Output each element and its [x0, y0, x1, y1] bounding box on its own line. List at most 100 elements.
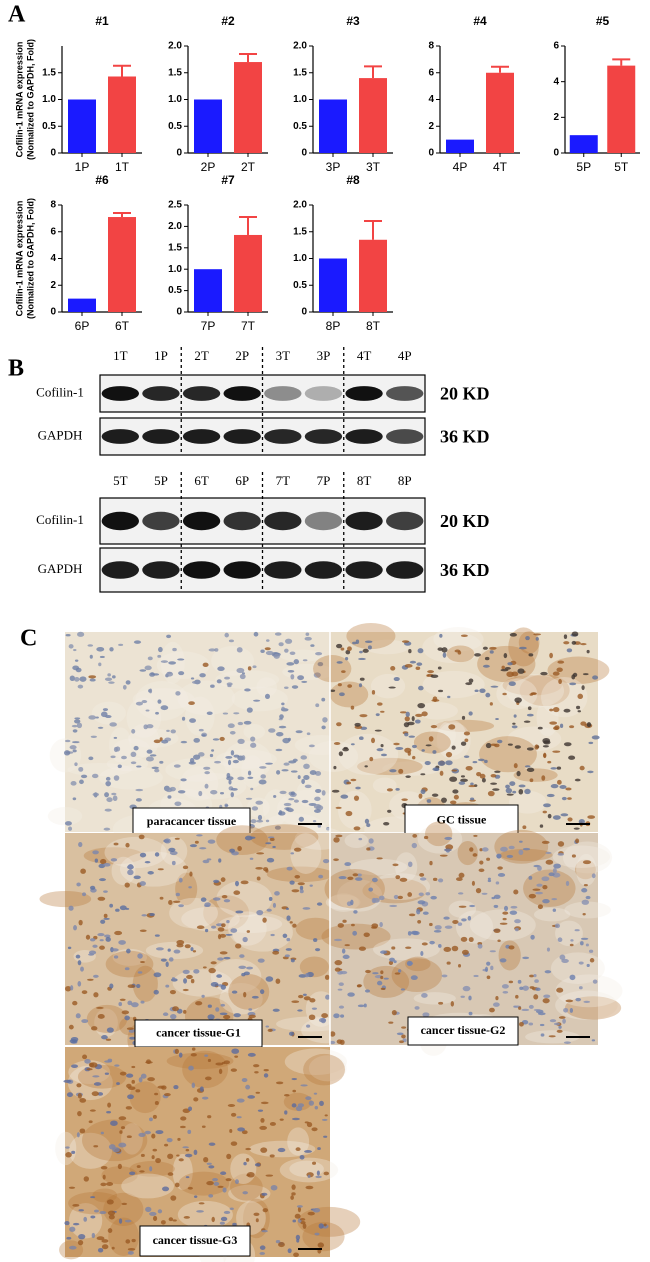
nucleus — [443, 848, 452, 852]
stain-patch — [216, 880, 273, 918]
nucleus — [333, 837, 340, 843]
lane-label: 5T — [113, 473, 128, 488]
nucleus — [478, 868, 485, 873]
nucleus — [217, 927, 225, 932]
nucleus — [109, 722, 117, 727]
stain-patch — [507, 726, 562, 752]
nucleus — [334, 967, 341, 972]
nucleus — [149, 672, 156, 677]
nucleus — [235, 880, 239, 887]
nucleus — [471, 880, 475, 886]
nucleus — [312, 1161, 317, 1165]
stain-patch — [230, 1153, 257, 1185]
nucleus — [260, 1147, 268, 1153]
nucleus — [456, 877, 463, 882]
nucleus — [505, 784, 510, 789]
y-tick-label: 0 — [50, 307, 56, 318]
stain-patch — [77, 1064, 127, 1089]
nucleus — [241, 972, 246, 977]
stain-patch — [55, 1131, 77, 1166]
nucleus — [236, 667, 245, 674]
nucleus — [359, 650, 363, 654]
nucleus — [227, 1104, 236, 1107]
caption: GC tissue — [437, 812, 487, 826]
nucleus — [152, 1148, 158, 1152]
nucleus — [135, 798, 142, 802]
nucleus — [341, 948, 346, 954]
nucleus — [404, 747, 412, 753]
nucleus — [291, 1077, 297, 1081]
nucleus — [495, 996, 499, 1001]
band — [264, 429, 302, 444]
nucleus — [97, 1247, 104, 1253]
nucleus — [230, 1068, 237, 1072]
nucleus — [425, 744, 432, 747]
y-tick-label: 6 — [553, 41, 559, 52]
nucleus — [345, 649, 351, 655]
stain-patch — [498, 940, 521, 971]
nucleus — [290, 852, 295, 855]
nucleus — [107, 673, 111, 677]
nucleus — [258, 779, 267, 785]
nucleus — [88, 1120, 93, 1124]
nucleus — [97, 726, 104, 729]
stain-patch — [219, 982, 263, 1015]
nucleus — [513, 1005, 517, 1008]
nucleus — [472, 853, 478, 857]
lane-label: 2P — [235, 348, 249, 363]
nucleus — [339, 692, 345, 697]
nucleus — [353, 795, 360, 801]
nucleus — [451, 945, 459, 952]
nucleus — [149, 688, 153, 694]
nucleus — [375, 713, 380, 717]
nucleus — [160, 705, 169, 711]
nucleus — [243, 991, 247, 998]
nucleus — [74, 762, 78, 767]
band — [142, 511, 180, 531]
nucleus — [532, 888, 541, 891]
nucleus — [284, 686, 289, 689]
nucleus — [376, 980, 383, 986]
nucleus — [557, 852, 565, 856]
nucleus — [127, 984, 135, 989]
nucleus — [224, 804, 229, 807]
caption-box — [407, 1016, 519, 1046]
nucleus — [563, 641, 570, 645]
band — [345, 511, 383, 531]
stain-patch — [357, 757, 423, 776]
nucleus — [259, 1125, 268, 1130]
nucleus — [70, 1036, 79, 1042]
nucleus — [347, 992, 355, 997]
nucleus — [87, 978, 94, 981]
nucleus — [282, 933, 288, 939]
nucleus — [312, 1207, 321, 1213]
nucleus — [443, 946, 452, 952]
nucleus — [139, 1170, 145, 1173]
nucleus — [160, 660, 169, 663]
nucleus — [389, 904, 398, 908]
nucleus — [204, 928, 209, 933]
chart-title: #5 — [596, 14, 610, 28]
nucleus — [344, 862, 352, 867]
nucleus — [227, 684, 232, 688]
caption: cancer tissue-G3 — [153, 1233, 238, 1247]
stain-patch — [178, 1171, 230, 1196]
stain-patch — [303, 1053, 346, 1086]
stain-patch — [216, 825, 269, 856]
nucleus — [484, 759, 488, 764]
nucleus — [411, 715, 415, 722]
nucleus — [237, 846, 242, 852]
stain-patch — [308, 1055, 347, 1082]
nucleus — [568, 755, 576, 760]
nucleus — [233, 754, 240, 758]
nucleus — [467, 915, 472, 921]
bar — [194, 269, 222, 312]
nucleus — [323, 1223, 327, 1227]
lane-label: 4P — [398, 348, 412, 363]
nucleus — [299, 1218, 306, 1221]
nucleus — [259, 1245, 266, 1250]
chart-title: #6 — [95, 173, 109, 187]
nucleus — [528, 653, 534, 657]
nucleus — [405, 711, 410, 717]
